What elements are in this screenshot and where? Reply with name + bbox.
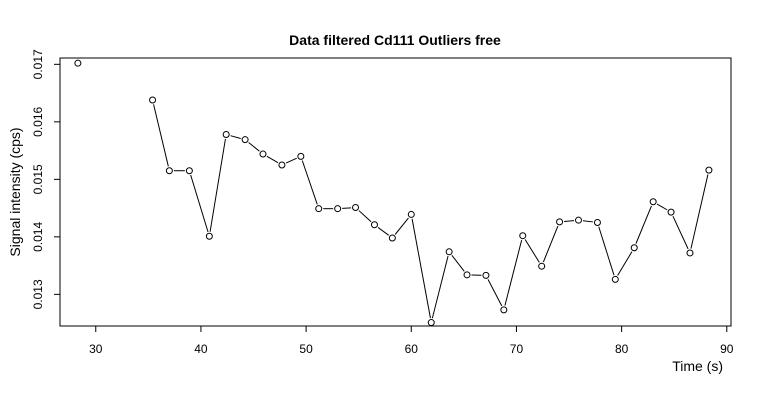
series-segment (672, 216, 689, 250)
data-point (427, 319, 435, 327)
series-segment (617, 251, 633, 276)
data-point (500, 306, 508, 314)
data-point (352, 204, 360, 212)
x-tick-label: 60 (405, 342, 419, 356)
chart-title: Data filtered Cd111 Outliers free (289, 32, 501, 48)
x-axis-label: Time (s) (672, 358, 723, 374)
data-point (482, 271, 490, 279)
data-point (556, 218, 564, 226)
data-point (74, 59, 82, 67)
y-tick-label: 0.013 (31, 279, 45, 309)
data-point (334, 205, 342, 213)
x-tick-label: 40 (194, 342, 208, 356)
x-tick-label: 50 (299, 342, 313, 356)
series-segment (248, 142, 260, 152)
x-tick-label: 90 (720, 342, 734, 356)
data-point (241, 136, 249, 144)
data-point (407, 210, 415, 218)
series-segment (209, 138, 226, 232)
series-segment (564, 220, 575, 222)
data-point (667, 208, 675, 216)
y-axis-label: Signal intensity (cps) (7, 127, 23, 256)
series-segment (656, 203, 668, 211)
plot-area (59, 57, 732, 327)
data-point (297, 152, 305, 160)
data-point (149, 96, 157, 104)
data-point (445, 248, 453, 256)
data-point (630, 244, 638, 252)
series-segment (230, 135, 241, 139)
data-point (593, 218, 601, 226)
series-segment (285, 157, 297, 164)
series-segment (598, 226, 615, 276)
series-segment (524, 239, 540, 263)
x-tick-label: 70 (510, 342, 524, 356)
series-segment (635, 205, 652, 244)
x-tick-label: 30 (89, 342, 103, 356)
data-point (165, 167, 173, 175)
series-segment (377, 227, 390, 236)
data-point (575, 216, 582, 224)
series-segment (411, 218, 431, 319)
series-segment (542, 225, 559, 263)
data-point (611, 275, 619, 283)
data-point (222, 130, 230, 138)
x-tick-label: 80 (615, 342, 629, 356)
series-segment (394, 217, 409, 235)
data-point (388, 234, 396, 242)
data-point (463, 271, 471, 279)
series-segment (451, 255, 465, 272)
series-segment (266, 155, 279, 164)
series-segment (301, 160, 318, 205)
series-segment (190, 174, 209, 233)
series-segment (358, 210, 372, 223)
data-point (705, 166, 713, 174)
data-point (278, 161, 286, 169)
data-point (686, 249, 694, 257)
data-point (519, 232, 527, 240)
data-point (205, 232, 213, 240)
y-tick-label: 0.017 (31, 49, 45, 79)
series-segment (504, 239, 523, 306)
y-axis: 0.013 0.014 0.015 0.016 0.017 (31, 49, 60, 309)
series-segment (342, 207, 352, 209)
data-point (185, 167, 193, 175)
series-segment (690, 174, 709, 249)
y-tick-label: 0.016 (31, 106, 45, 136)
series-lines (153, 104, 709, 319)
y-tick-label: 0.014 (31, 222, 45, 252)
plot-frame (59, 57, 732, 327)
data-point (370, 221, 378, 229)
series-segment (431, 256, 449, 319)
series-segment (153, 104, 169, 167)
data-point (315, 205, 323, 213)
data-point (259, 150, 267, 158)
data-point (649, 198, 657, 206)
x-axis: 30 40 50 60 70 80 90 (89, 326, 734, 356)
data-point (538, 262, 546, 270)
y-tick-label: 0.015 (31, 164, 45, 194)
series-segment (487, 279, 503, 307)
series-points (74, 59, 713, 327)
series-segment (582, 220, 594, 223)
